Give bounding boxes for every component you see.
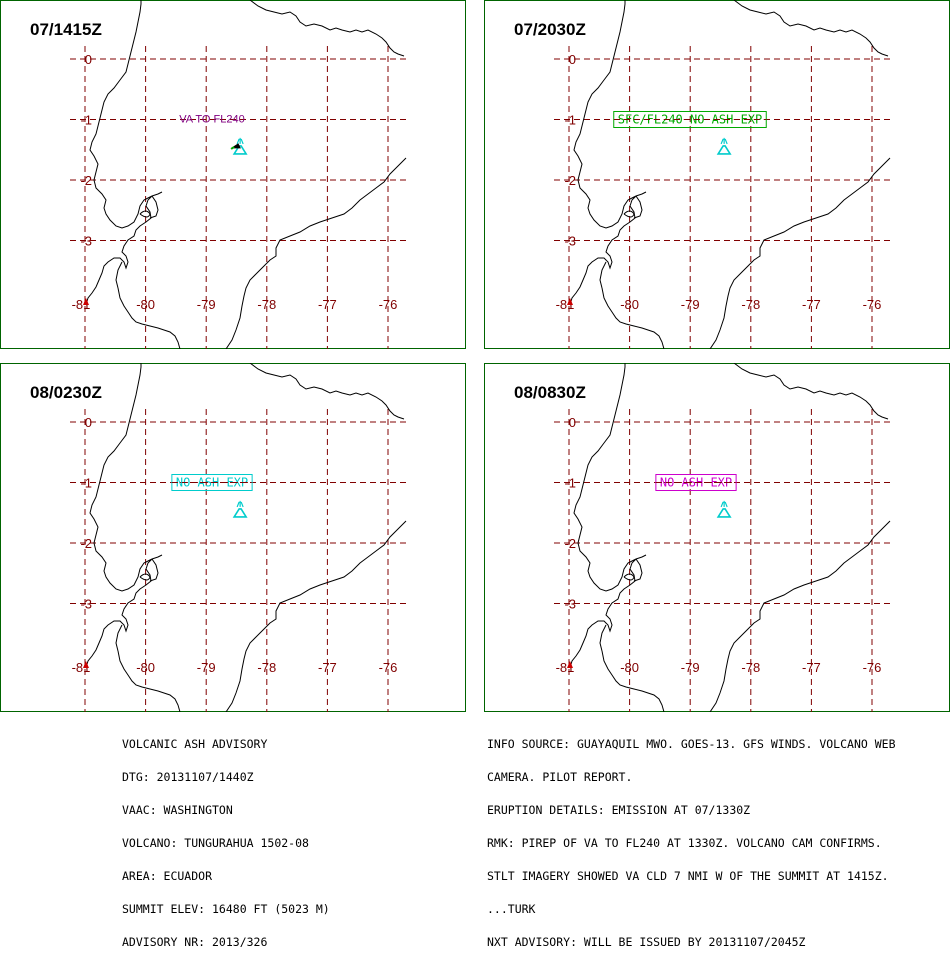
lon-tick-label: -77 — [802, 297, 821, 312]
advisory-line: CAMERA. PILOT REPORT. — [487, 770, 633, 784]
advisory-left-text: VOLCANIC ASH ADVISORY DTG: 20131107/1440… — [122, 717, 330, 959]
lon-tick-label: -76 — [379, 297, 398, 312]
lon-tick-label: -79 — [197, 660, 216, 675]
lon-tick-label: -80 — [620, 297, 639, 312]
origin-marker — [567, 298, 573, 305]
ash-label-box: SFC/FL240 NO ASH EXP — [613, 111, 767, 128]
origin-marker — [83, 661, 89, 668]
lat-tick-label: -3 — [564, 597, 576, 612]
volcano-icon — [232, 500, 248, 518]
advisory-line: NXT ADVISORY: WILL BE ISSUED BY 20131107… — [487, 935, 806, 949]
advisory-right-text: INFO SOURCE: GUAYAQUIL MWO. GOES-13. GFS… — [487, 717, 896, 959]
map-panel-1: -81 -80 -79 -78 -77 -76 0 -1 -2 -3 07/1415Z VA TO F… — [0, 0, 466, 349]
lon-tick-label: -80 — [136, 297, 155, 312]
origin-marker — [567, 661, 573, 668]
lon-tick-label: -77 — [802, 660, 821, 675]
lat-tick-label: 0 — [85, 52, 92, 67]
advisory-line: SUMMIT ELEV: 16480 FT (5023 M) — [122, 902, 330, 916]
map-panel-3: -81 -80 -79 -78 -77 -76 0 -1 -2 -3 08/0230Z NO ASH … — [0, 363, 466, 712]
lat-tick-label: 0 — [85, 415, 92, 430]
lat-tick-label: -2 — [80, 173, 92, 188]
lat-tick-label: -2 — [564, 536, 576, 551]
lat-tick-label: -1 — [80, 113, 92, 128]
forecast-time-label: 08/0230Z — [30, 383, 102, 402]
lon-tick-label: -78 — [257, 660, 276, 675]
advisory-line: AREA: ECUADOR — [122, 869, 213, 883]
lon-tick-label: -77 — [318, 660, 337, 675]
map-panel-2: -81 -80 -79 -78 -77 -76 0 -1 -2 -3 07/2030Z SFC/FL2… — [484, 0, 950, 349]
advisory-line: VOLCANO: TUNGURAHUA 1502-08 — [122, 836, 309, 850]
ash-cloud-marker — [230, 143, 241, 150]
map-svg-2: -81 -80 -79 -78 -77 -760-1-2-307/2030ZSFC/FL2… — [484, 0, 950, 349]
advisory-line: VOLCANIC ASH ADVISORY — [122, 737, 268, 751]
lon-tick-label: -79 — [681, 297, 700, 312]
lon-tick-label: -78 — [257, 297, 276, 312]
forecast-time-label: 08/0830Z — [514, 383, 586, 402]
lat-tick-label: -2 — [564, 173, 576, 188]
lat-tick-label: -1 — [564, 113, 576, 128]
advisory-line: DTG: 20131107/1440Z — [122, 770, 254, 784]
lon-tick-label: -80 — [620, 660, 639, 675]
lat-tick-label: -3 — [564, 234, 576, 249]
ash-label-box: NO ASH EXP — [655, 474, 737, 491]
lon-tick-label: -76 — [863, 297, 882, 312]
lat-tick-label: 0 — [569, 415, 576, 430]
advisory-line: ERUPTION DETAILS: EMISSION AT 07/1330Z — [487, 803, 751, 817]
lat-lon-grid — [554, 46, 892, 349]
ash-label-box: NO ASH EXP — [171, 474, 253, 491]
lat-tick-label: 0 — [569, 52, 576, 67]
map-panel-4: -81 -80 -79 -78 -77 -76 0 -1 -2 -3 08/0830Z NO ASH … — [484, 363, 950, 712]
coastline — [569, 363, 891, 712]
coastline — [569, 0, 891, 349]
volcano-icon — [716, 500, 732, 518]
ash-label: SFC/FL240 NO ASH EXP — [618, 113, 763, 127]
advisory-line: VAAC: WASHINGTON — [122, 803, 233, 817]
lon-tick-label: -77 — [318, 297, 337, 312]
volcano-icon — [716, 137, 732, 155]
lat-lon-grid — [70, 46, 408, 349]
advisory-line: STLT IMAGERY SHOWED VA CLD 7 NMI W OF TH… — [487, 869, 889, 883]
advisory-line: ...TURK — [487, 902, 536, 916]
coastline — [85, 363, 407, 712]
coastline — [85, 0, 407, 349]
lon-tick-label: -80 — [136, 660, 155, 675]
forecast-time-label: 07/2030Z — [514, 20, 586, 39]
lon-tick-label: -76 — [863, 660, 882, 675]
lon-tick-label: -76 — [379, 660, 398, 675]
lat-tick-label: -3 — [80, 234, 92, 249]
advisory-line: RMK: PIREP OF VA TO FL240 AT 1330Z. VOLC… — [487, 836, 882, 850]
lat-lon-grid — [554, 409, 892, 712]
lon-tick-label: -78 — [741, 660, 760, 675]
lat-tick-label: -1 — [80, 476, 92, 491]
lon-tick-label: -79 — [197, 297, 216, 312]
origin-marker — [83, 298, 89, 305]
forecast-time-label: 07/1415Z — [30, 20, 102, 39]
volcano-icon — [232, 137, 248, 155]
lat-tick-label: -1 — [564, 476, 576, 491]
ash-label: VA TO FL240 — [179, 114, 244, 126]
lat-tick-label: -2 — [80, 536, 92, 551]
lat-lon-grid — [70, 409, 408, 712]
lon-tick-label: -79 — [681, 660, 700, 675]
advisory-line: INFO SOURCE: GUAYAQUIL MWO. GOES-13. GFS… — [487, 737, 896, 751]
lon-tick-label: -78 — [741, 297, 760, 312]
lat-tick-label: -3 — [80, 597, 92, 612]
advisory-line: ADVISORY NR: 2013/326 — [122, 935, 268, 949]
